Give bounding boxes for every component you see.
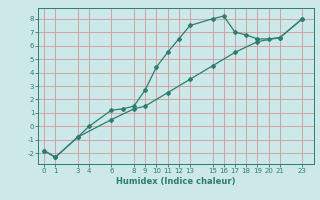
X-axis label: Humidex (Indice chaleur): Humidex (Indice chaleur) xyxy=(116,177,236,186)
